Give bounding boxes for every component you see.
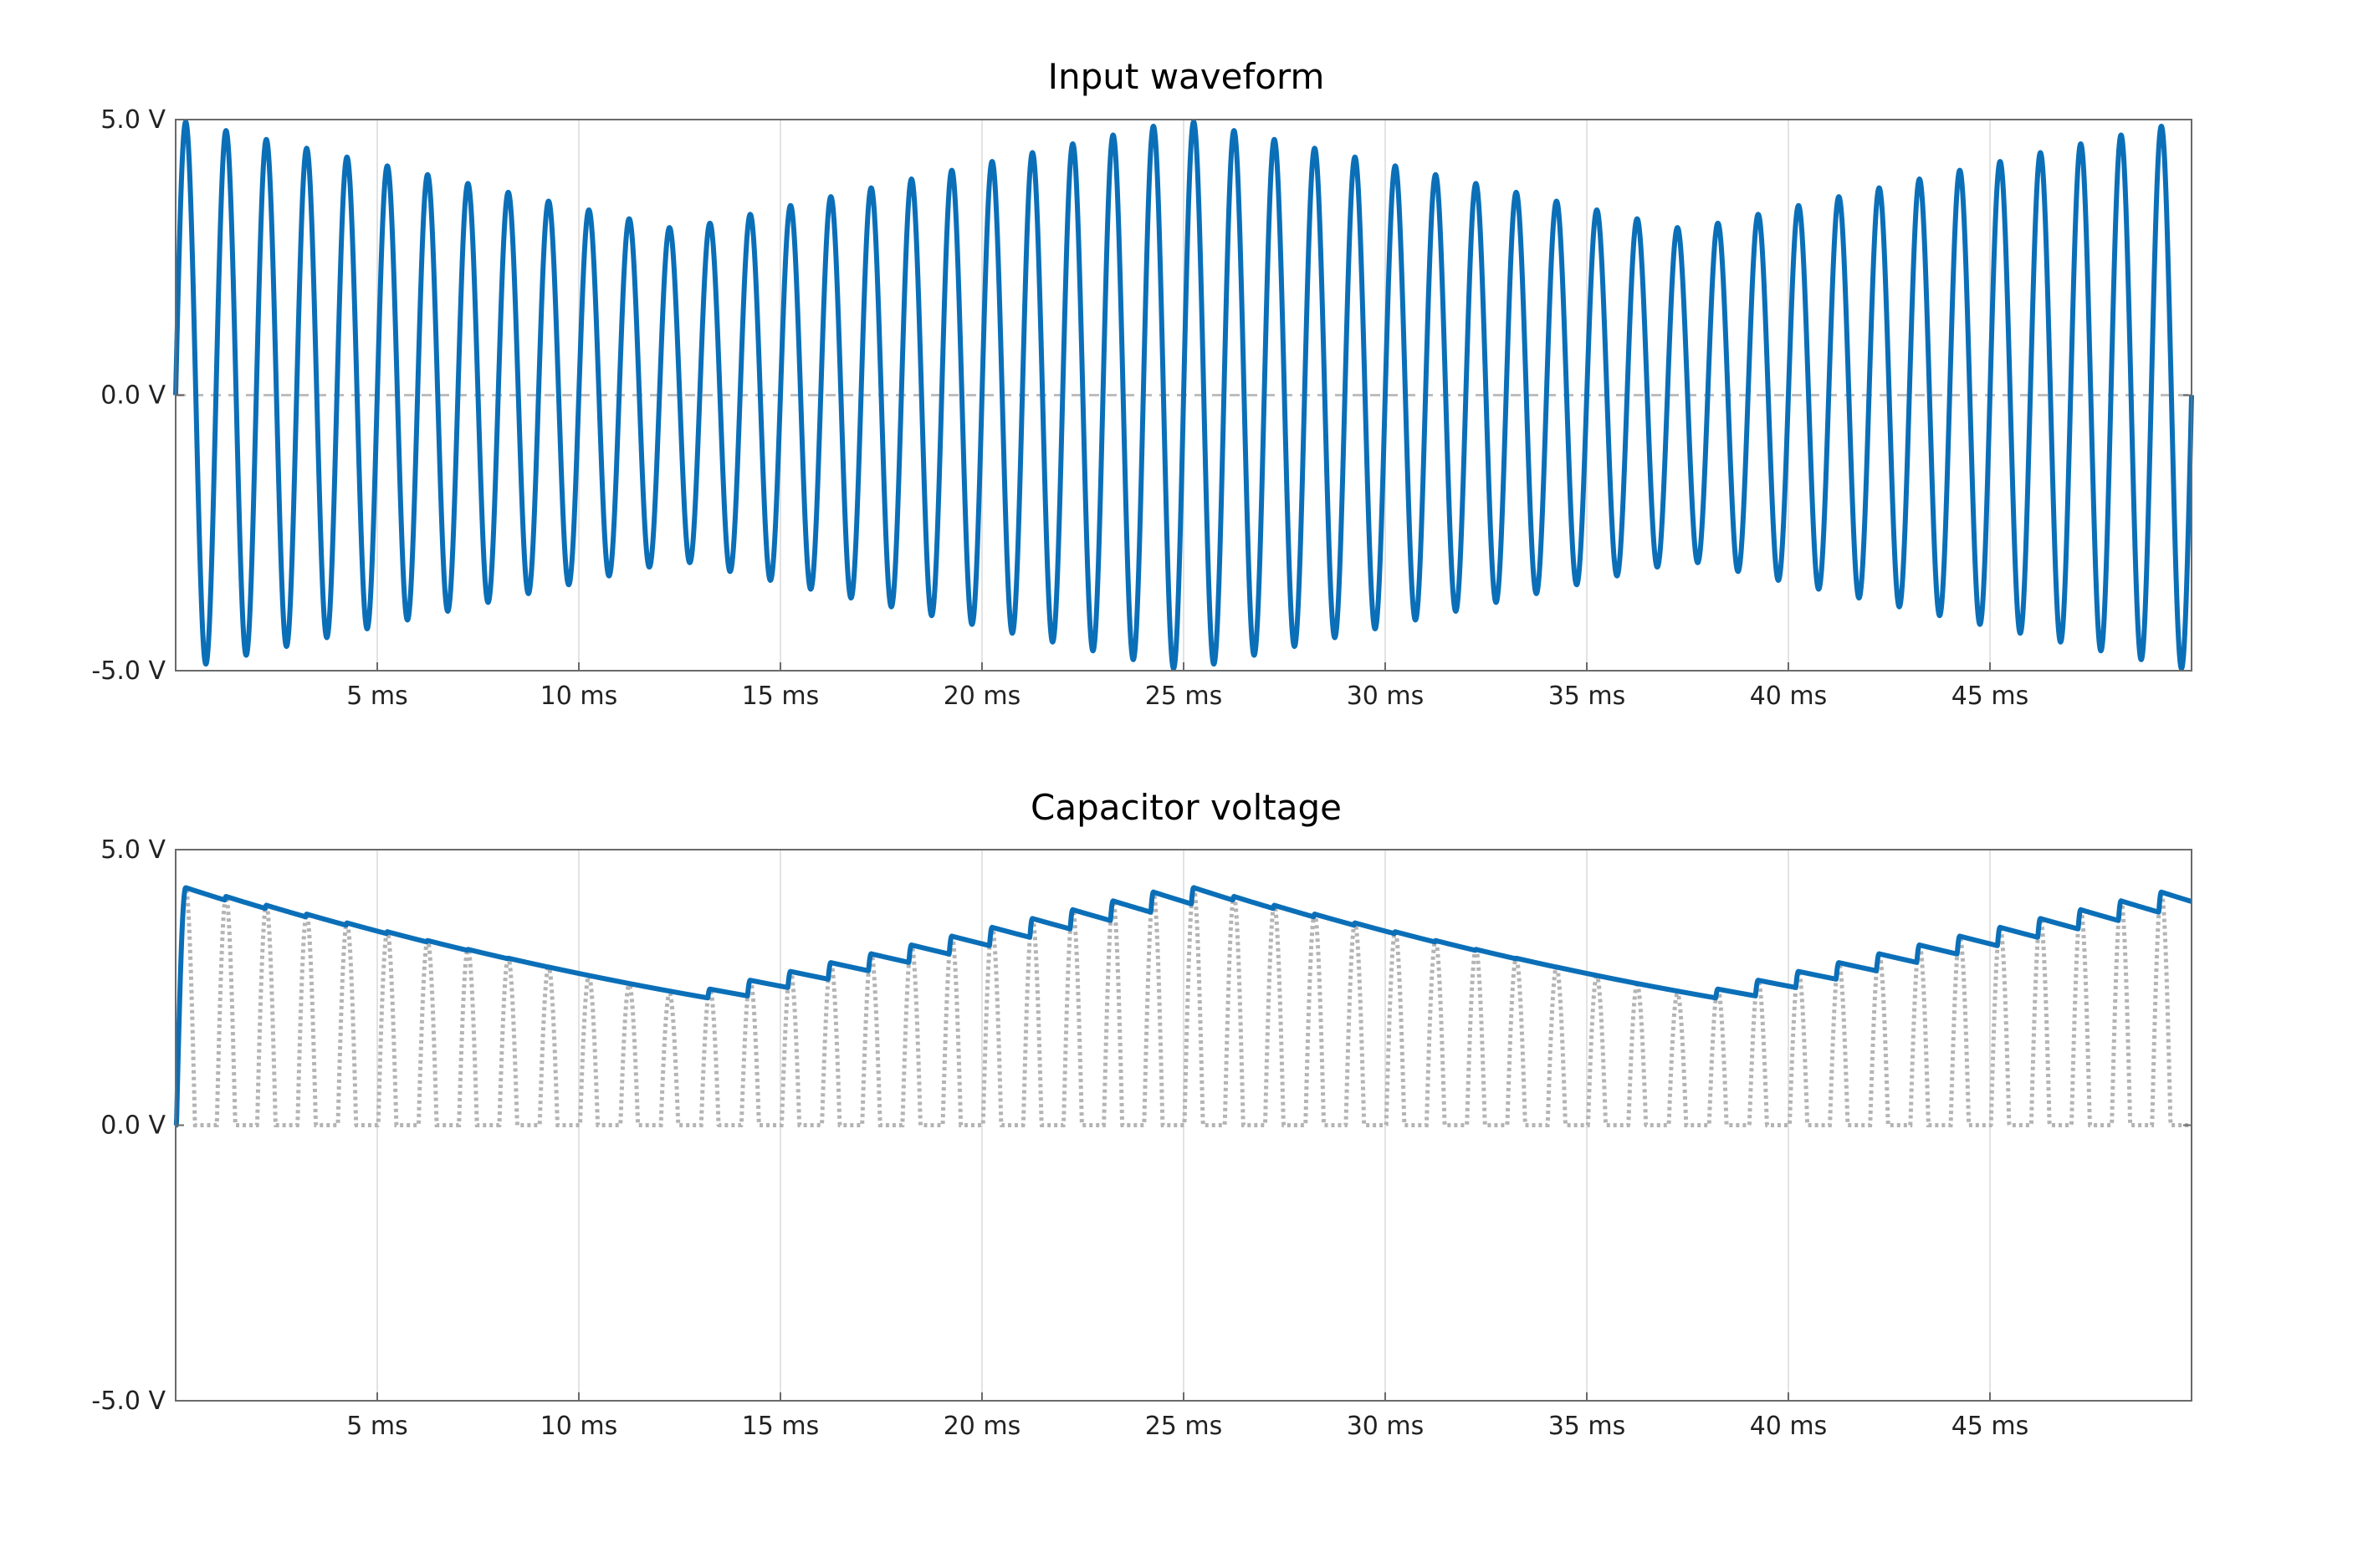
x-axis-labels: 5 ms 10 ms 15 ms 20 ms 25 ms 30 ms 35 ms 40 ms 4…	[346, 1412, 2028, 1441]
x-tick-label: 10 ms	[540, 682, 618, 711]
x-tick-label: 40 ms	[1750, 1412, 1828, 1441]
input-waveform-chart: Input waveform 5 ms 10 ms 15 ms 20 ms 25 ms 3…	[91, 56, 2194, 711]
x-tick-label: 30 ms	[1347, 1412, 1425, 1441]
x-tick-label: 40 ms	[1750, 682, 1828, 711]
x-tick-label: 20 ms	[944, 682, 1021, 711]
x-tick-label: 45 ms	[1951, 1412, 2029, 1441]
rectified-input-line	[174, 884, 2192, 1127]
x-axis-labels: 5 ms 10 ms 15 ms 20 ms 25 ms 30 ms 35 ms 40 ms 4…	[346, 682, 2028, 711]
ticks	[176, 119, 2192, 672]
x-tick-label: 10 ms	[540, 1412, 618, 1441]
ticks	[176, 849, 2192, 1402]
x-tick-label: 35 ms	[1548, 682, 1626, 711]
y-tick-label: 5.0 V	[100, 835, 166, 865]
x-tick-label: 35 ms	[1548, 1412, 1626, 1441]
y-tick-label: 0.0 V	[100, 1111, 166, 1141]
y-axis-labels: 5.0 V 0.0 V -5.0 V	[91, 835, 166, 1416]
x-tick-label: 15 ms	[742, 682, 820, 711]
y-tick-label: 0.0 V	[100, 381, 166, 411]
y-tick-label: 5.0 V	[100, 105, 166, 135]
x-tick-label: 20 ms	[944, 1412, 1021, 1441]
y-axis-labels: 5.0 V 0.0 V -5.0 V	[91, 105, 166, 686]
x-tick-label: 25 ms	[1145, 682, 1223, 711]
series-group	[173, 884, 2194, 1128]
x-tick-label: 5 ms	[346, 682, 407, 711]
input-waveform-line	[173, 119, 2194, 672]
y-tick-label: -5.0 V	[91, 1387, 166, 1416]
chart-title: Input waveform	[1048, 56, 1325, 97]
series-group	[173, 119, 2194, 672]
x-tick-label: 15 ms	[742, 1412, 820, 1441]
x-tick-label: 5 ms	[346, 1412, 407, 1441]
chart-title: Capacitor voltage	[1031, 787, 1342, 828]
x-tick-label: 45 ms	[1951, 682, 2029, 711]
y-tick-label: -5.0 V	[91, 656, 166, 686]
x-tick-label: 25 ms	[1145, 1412, 1223, 1441]
capacitor-voltage-chart: Capacitor voltage 5 ms 10 ms 15 ms 20 ms 25 …	[91, 787, 2194, 1441]
x-tick-label: 30 ms	[1347, 682, 1425, 711]
capacitor-voltage-line	[173, 885, 2194, 1128]
